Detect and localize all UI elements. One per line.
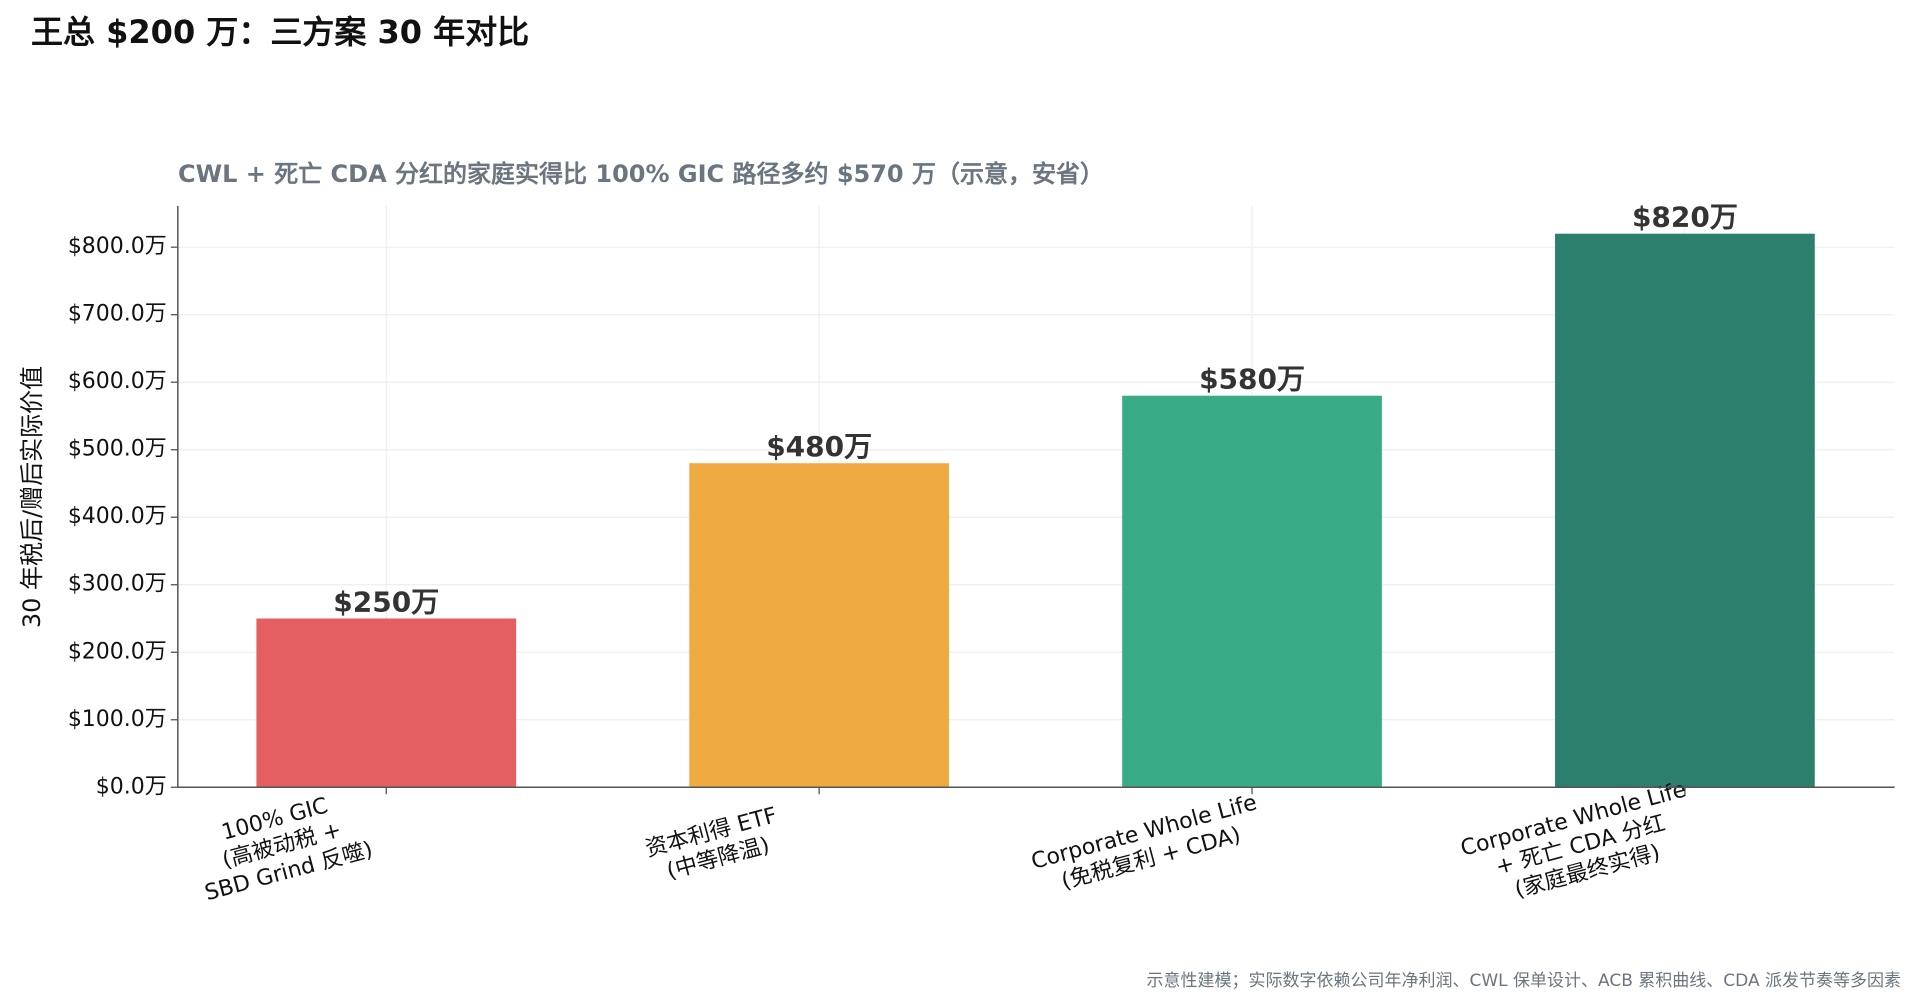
y-tick-label: $700.0万: [68, 302, 167, 327]
value-label: $820万: [1632, 201, 1738, 234]
y-tick-label: $300.0万: [68, 572, 167, 597]
y-axis-label: 30 年税后/赠后实际价值: [18, 366, 46, 628]
bar: [689, 463, 950, 788]
x-tick-label: 资本利得 ETF(中等降温): [643, 803, 787, 888]
y-tick-label: $100.0万: [68, 707, 167, 732]
bar: [1122, 395, 1382, 788]
value-label: $250万: [333, 585, 439, 618]
y-tick-label: $200.0万: [68, 639, 167, 664]
value-label: $580万: [1199, 363, 1305, 396]
bar: [256, 618, 517, 788]
chart-subtitle: CWL + 死亡 CDA 分红的家庭实得比 100% GIC 路径多约 $570…: [178, 160, 1104, 188]
x-tick-label: 100% GIC(高被动税 +SBD Grind 反噬): [188, 785, 375, 906]
y-tick-label: $800.0万: [68, 234, 167, 259]
chart-title: 王总 $200 万：三方案 30 年对比: [31, 13, 529, 51]
x-tick-label: Corporate Whole Life(免税复利 + CDA): [1029, 790, 1267, 900]
y-tick-label: $0.0万: [96, 774, 167, 799]
value-label: $480万: [766, 430, 872, 463]
footnote: 示意性建模；实际数字依赖公司年净利润、CWL 保单设计、ACB 累积曲线、CDA…: [1146, 971, 1901, 991]
y-tick-label: $500.0万: [68, 437, 167, 462]
x-tick-label: Corporate Whole Life+ 死亡 CDA 分红(家庭最终实得): [1458, 777, 1703, 913]
y-tick-label: $600.0万: [68, 369, 167, 394]
y-tick-label: $400.0万: [68, 504, 167, 529]
bar: [1555, 233, 1815, 788]
